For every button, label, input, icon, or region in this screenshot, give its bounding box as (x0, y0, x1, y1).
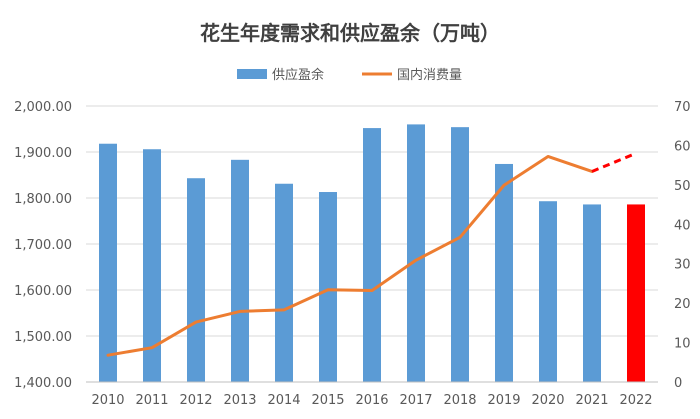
x-tick-label: 2010 (91, 393, 124, 408)
bar (583, 204, 601, 382)
legend-bar-swatch (237, 69, 267, 79)
x-tick-label: 2022 (619, 393, 652, 408)
x-tick-label: 2016 (355, 393, 388, 408)
right-tick-label: 50 (674, 179, 691, 194)
chart-title: 花生年度需求和供应盈余（万吨） (200, 21, 500, 45)
bar (143, 149, 161, 382)
bar (451, 127, 469, 382)
bar (319, 192, 337, 382)
x-tick-label: 2019 (487, 393, 520, 408)
bar (231, 159, 249, 382)
left-tick-label: 1,600.00 (14, 284, 72, 299)
legend-label: 供应盈余 (272, 67, 324, 83)
bar (187, 178, 205, 382)
left-tick-label: 1,500.00 (14, 330, 72, 345)
x-axis: 2010 2011 2012 2013 2014 2015 2016 2017 2018 2019… (86, 381, 658, 408)
line-solid (106, 154, 594, 357)
right-tick-label: 0 (674, 376, 682, 391)
right-tick-label: 10 (674, 337, 691, 352)
bar (363, 128, 381, 382)
right-tick-label: 30 (674, 258, 691, 273)
bar (275, 183, 293, 382)
right-tick-label: 20 (674, 297, 691, 312)
x-tick-label: 2014 (267, 393, 300, 408)
left-tick-label: 1,700.00 (14, 238, 72, 253)
bar (495, 163, 513, 382)
x-tick-label: 2013 (223, 393, 256, 408)
left-axis: 1,400.00 1,500.00 1,600.00 1,700.00 1,800.00… (14, 100, 72, 391)
x-tick-label: 2021 (575, 393, 608, 408)
x-tick-label: 2018 (443, 393, 476, 408)
x-tick-label: 2011 (135, 393, 168, 408)
x-tick-label: 2020 (531, 393, 564, 408)
bar (99, 143, 117, 382)
line-dashed (591, 151, 637, 173)
right-tick-label: 60 (674, 139, 691, 154)
legend-label: 国内消费量 (397, 67, 462, 83)
left-tick-label: 1,400.00 (14, 376, 72, 391)
right-tick-label: 40 (674, 218, 691, 233)
bar (539, 201, 557, 382)
line-series (106, 151, 637, 357)
left-tick-label: 1,800.00 (14, 192, 72, 207)
legend: 供应盈余 国内消费量 (237, 67, 462, 83)
bar-series (99, 124, 645, 383)
bar (407, 124, 425, 383)
right-axis: 0 10 20 30 40 50 60 70 (674, 100, 691, 391)
right-tick-label: 70 (674, 100, 691, 115)
x-tick-label: 2012 (179, 393, 212, 408)
x-tick-label: 2017 (399, 393, 432, 408)
bar (627, 204, 645, 382)
x-tick-label: 2015 (311, 393, 344, 408)
left-tick-label: 2,000.00 (14, 100, 72, 115)
left-tick-label: 1,900.00 (14, 146, 72, 161)
